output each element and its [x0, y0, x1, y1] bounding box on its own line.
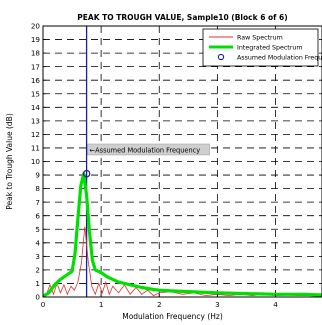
x-tick-label: 2	[157, 300, 162, 309]
annotation-box	[87, 143, 210, 156]
y-tick-label: 10	[31, 157, 41, 166]
y-tick-label: 17	[31, 62, 40, 71]
y-tick-label: 13	[31, 116, 40, 125]
grid	[43, 26, 322, 297]
y-tick-label: 2	[35, 266, 40, 275]
legend-marker-swatch	[217, 53, 225, 61]
x-axis-label: Modulation Frequency (Hz)	[122, 312, 223, 321]
legend: Raw Spectrum Integrated Spectrum Assumed M…	[202, 28, 322, 67]
legend-entry: Raw Spectrum	[237, 34, 283, 41]
y-tick-label: 3	[35, 252, 40, 261]
y-tick-label: 14	[31, 103, 41, 112]
y-tick-label: 6	[35, 211, 40, 220]
y-tick-label: 8	[35, 184, 40, 193]
y-tick-label: 11	[31, 144, 40, 153]
y-tick-label: 19	[31, 35, 41, 44]
y-tick-label: 16	[31, 76, 41, 85]
y-tick-label: 1	[35, 279, 40, 288]
legend-entry: Assumed Modulation Frequency	[237, 54, 322, 61]
y-tick-label: 7	[35, 198, 40, 207]
x-tick-label: 3	[215, 300, 220, 309]
data-layer	[42, 26, 322, 298]
y-tick-label: 12	[31, 130, 40, 139]
assumed-modulation-frequency-marker	[82, 169, 91, 178]
y-axis-label: Peak to Trough Value (dB)	[5, 113, 14, 210]
legend-entry: Integrated Spectrum	[237, 44, 303, 51]
y-tick-label: 15	[31, 89, 40, 98]
x-tick-label: 4	[273, 300, 278, 309]
y-tick-label: 9	[35, 171, 40, 180]
y-tick-label: 20	[31, 22, 41, 31]
y-tick-label: 5	[35, 225, 40, 234]
annotation-text: ←Assumed Modulation Frequency	[90, 146, 201, 154]
y-tick-label: 18	[31, 49, 41, 58]
annotation-layer: ←Assumed Modulation Frequency	[87, 143, 210, 156]
x-tick-label: 0	[41, 300, 46, 309]
integrated-spectrum-line	[42, 172, 322, 298]
x-tick-label: 1	[99, 300, 104, 309]
y-tick-label: 0	[35, 293, 40, 302]
chart-title: PEAK TO TROUGH VALUE, Sample10 (Block 6 …	[77, 13, 287, 22]
y-tick-label: 4	[35, 238, 40, 247]
